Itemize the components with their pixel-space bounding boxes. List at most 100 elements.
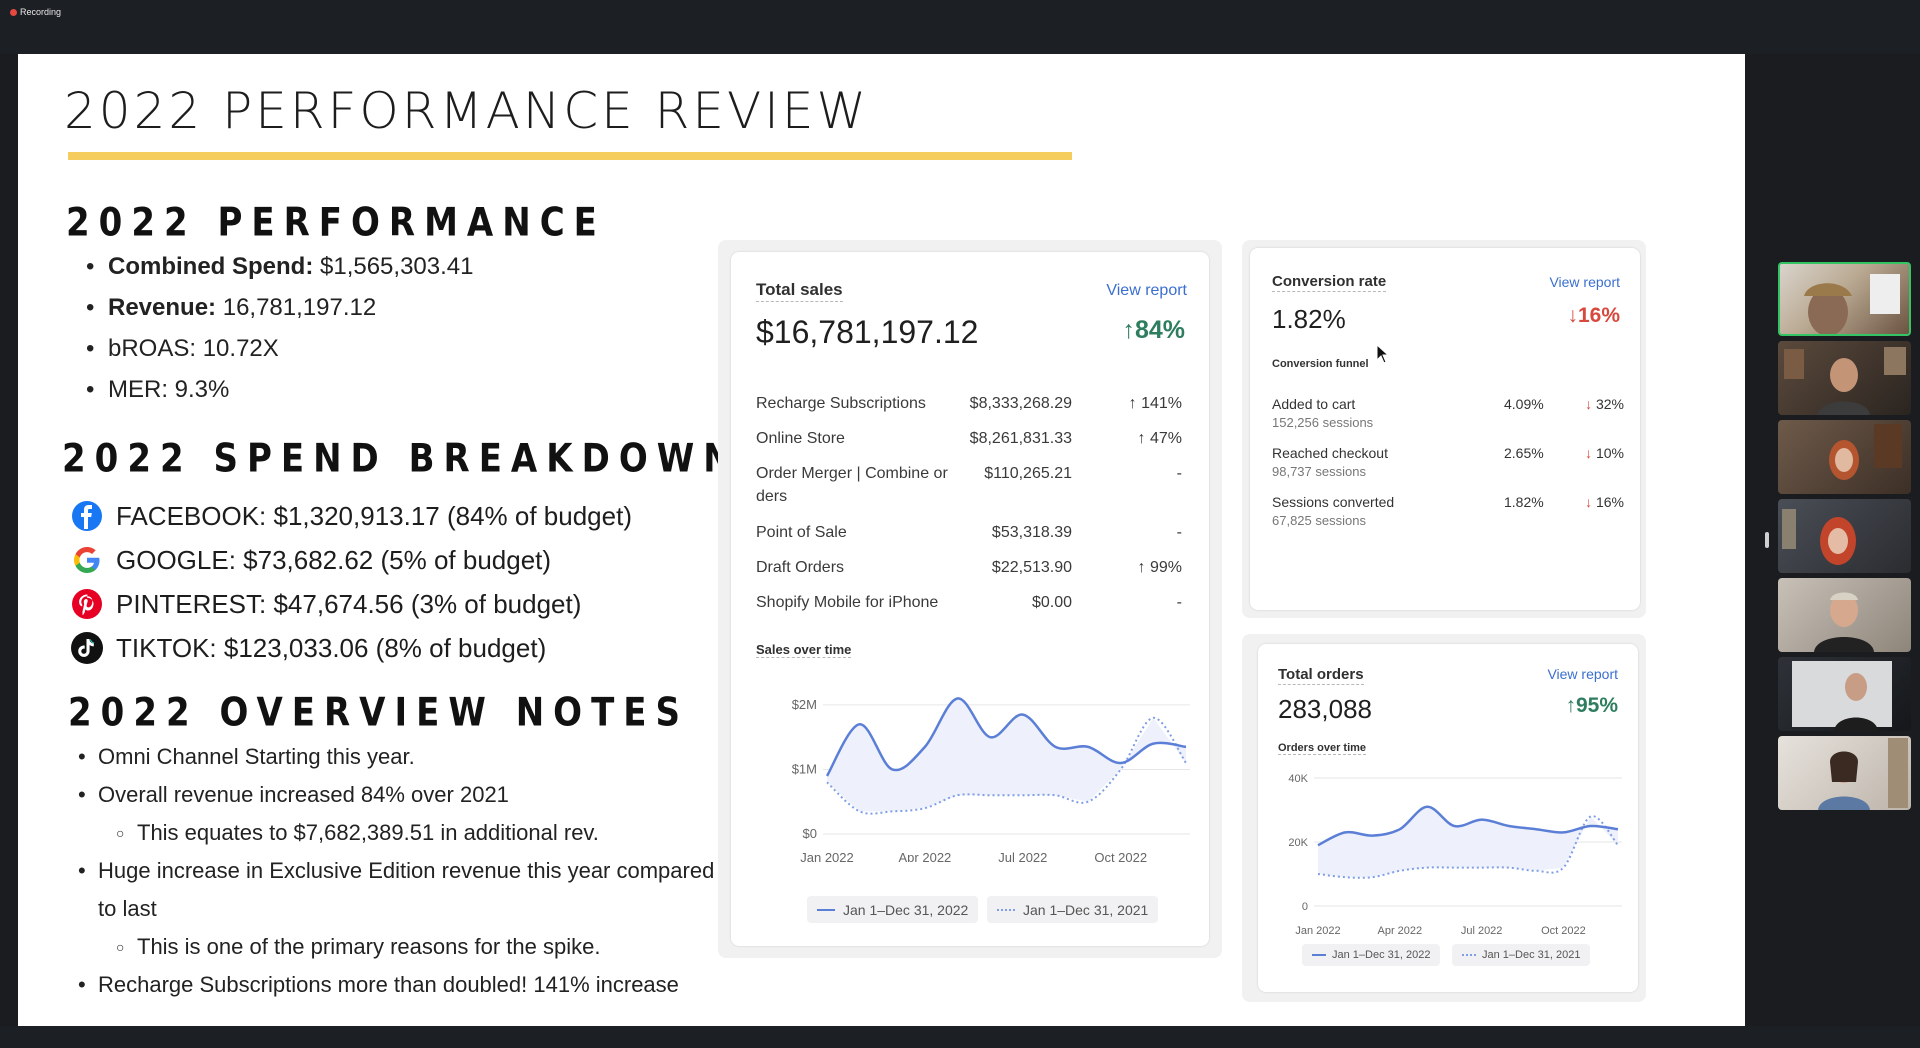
arrow-up-icon: ↑ xyxy=(1137,430,1150,447)
breakdown-name: Draft Orders xyxy=(756,559,845,576)
x-tick-label: Apr 2022 xyxy=(899,850,952,862)
breakdown-change: ↑ 47% xyxy=(1092,427,1182,450)
channel-text: GOOGLE: $73,682.62 (5% of budget) xyxy=(116,544,552,575)
area-fill xyxy=(1318,806,1618,878)
series-line-2022 xyxy=(1317,805,1619,847)
arrow-up-icon: ↑ xyxy=(1128,395,1142,412)
legend-2021[interactable]: Jan 1–Dec 31, 2021 xyxy=(987,896,1159,923)
series-line-2021 xyxy=(826,716,1187,815)
arrow-down-icon: ↓ xyxy=(1585,494,1596,510)
solid-line-icon xyxy=(1312,954,1326,956)
area-fill xyxy=(827,698,1186,812)
google-icon xyxy=(70,543,104,577)
channel-list: FACEBOOK: $1,320,913.17 (84% of budget) … xyxy=(70,494,632,670)
recording-indicator: Recording xyxy=(10,7,61,17)
arrow-up-icon: ↑ xyxy=(1122,316,1135,344)
spend-breakdown-heading: 2022 SPEND BREAKDOWN xyxy=(62,436,741,482)
y-tick-label: 20K xyxy=(1288,837,1308,849)
recording-label: Recording xyxy=(20,7,62,17)
participant-tile[interactable] xyxy=(1778,578,1911,652)
breakdown-name: Online Store xyxy=(756,430,845,447)
performance-item: bROAS: 10.72X xyxy=(86,328,473,369)
arrow-up-icon: ↑ xyxy=(1565,694,1576,717)
sales-over-time-label[interactable]: Sales over time xyxy=(756,642,852,658)
breakdown-row: Draft Orders $22,513.90 ↑ 99% xyxy=(756,556,1182,586)
breakdown-row: Shopify Mobile for iPhone $0.00 - xyxy=(756,591,1182,621)
breakdown-amount: $110,265.21 xyxy=(984,465,1072,482)
arrow-up-icon: ↑ xyxy=(1137,559,1150,576)
legend-2022[interactable]: Jan 1–Dec 31, 2022 xyxy=(1302,944,1441,966)
breakdown-name: Shopify Mobile for iPhone xyxy=(756,594,939,611)
conversion-funnel-label: Conversion funnel xyxy=(1272,358,1369,370)
arrow-down-icon: ↓ xyxy=(1567,304,1578,327)
total-sales-change-value: 84% xyxy=(1134,316,1185,344)
funnel-sessions: 98,737 sessions xyxy=(1272,464,1366,479)
breakdown-amount: $53,318.39 xyxy=(991,524,1072,541)
breakdown-amount: $8,333,268.29 xyxy=(969,395,1072,412)
performance-item-value: bROAS: 10.72X xyxy=(108,335,279,362)
conversion-change-value: 16% xyxy=(1577,304,1620,327)
funnel-pct: 4.09% xyxy=(1504,396,1544,412)
y-tick-label: 0 xyxy=(1302,901,1308,913)
breakdown-change-value: 141% xyxy=(1141,395,1182,412)
record-dot-icon xyxy=(10,8,17,16)
performance-heading: 2022 PERFORMANCE xyxy=(66,200,606,246)
breakdown-amount: $22,513.90 xyxy=(991,559,1072,576)
facebook-icon xyxy=(70,499,104,533)
breakdown-change: - xyxy=(1176,524,1182,541)
x-tick-label: Jan 2022 xyxy=(800,850,854,862)
y-tick-label: $0 xyxy=(803,826,817,841)
breakdown-name: Order Merger | Combine or ders xyxy=(756,465,948,505)
series-line-2022 xyxy=(825,697,1187,777)
legend-label: Jan 1–Dec 31, 2022 xyxy=(843,901,969,918)
participant-tile[interactable] xyxy=(1778,341,1911,415)
legend-label: Jan 1–Dec 31, 2021 xyxy=(1482,949,1581,961)
note-item: Recharge Subscriptions more than doubled… xyxy=(78,966,714,1004)
performance-item-value: 16,781,197.12 xyxy=(216,294,377,321)
panel-resize-handle[interactable] xyxy=(1765,532,1769,548)
breakdown-row: Order Merger | Combine or ders $110,265.2… xyxy=(756,462,1182,516)
participant-tile[interactable] xyxy=(1778,657,1911,731)
funnel-change-value: 16% xyxy=(1595,494,1624,510)
meeting-bottom-bar xyxy=(0,1026,1920,1048)
conversion-view-report-link[interactable]: View report xyxy=(1549,274,1620,290)
breakdown-change: ↑ 141% xyxy=(1092,392,1182,415)
legend-2022[interactable]: Jan 1–Dec 31, 2022 xyxy=(807,896,979,923)
breakdown-amount: $0.00 xyxy=(1031,594,1072,611)
breakdown-change: ↑ 99% xyxy=(1092,556,1182,579)
y-tick-label: $2M xyxy=(792,697,817,712)
note-item-continuation: to last xyxy=(98,896,157,921)
x-tick-label: Apr 2022 xyxy=(1377,925,1422,936)
total-sales-label[interactable]: Total sales xyxy=(756,280,843,302)
solid-line-icon xyxy=(817,908,835,911)
total-sales-view-report-link[interactable]: View report xyxy=(1106,282,1187,299)
x-tick-label: Oct 2022 xyxy=(1094,850,1147,862)
total-orders-label[interactable]: Total orders xyxy=(1278,666,1364,685)
total-sales-value: $16,781,197.12 xyxy=(756,314,979,350)
conversion-rate-card: Conversion rate View report 1.82% ↓16% C… xyxy=(1250,248,1640,610)
performance-item: Combined Spend: $1,565,303.41 xyxy=(86,246,473,287)
legend-2021[interactable]: Jan 1–Dec 31, 2021 xyxy=(1452,944,1591,966)
participant-tile[interactable] xyxy=(1778,499,1911,573)
x-tick-label: Jan 2022 xyxy=(1295,925,1340,936)
participant-tile-active-speaker[interactable] xyxy=(1778,262,1911,336)
orders-view-report-link[interactable]: View report xyxy=(1547,666,1618,682)
performance-list: Combined Spend: $1,565,303.41 Revenue: 1… xyxy=(86,246,473,410)
breakdown-name: Recharge Subscriptions xyxy=(756,395,926,412)
orders-over-time-label[interactable]: Orders over time xyxy=(1278,742,1367,755)
mouse-cursor-icon xyxy=(1376,344,1390,364)
x-tick-label: Oct 2022 xyxy=(1541,925,1586,936)
meeting-top-bar: Recording xyxy=(0,0,1920,54)
x-tick-label: Jul 2022 xyxy=(1461,925,1503,936)
funnel-sessions: 152,256 sessions xyxy=(1272,415,1374,430)
funnel-step-name: Added to cart xyxy=(1272,396,1356,412)
funnel-change: ↓ 16% xyxy=(1585,494,1624,510)
note-item: Huge increase in Exclusive Edition reven… xyxy=(78,852,714,890)
funnel-step-name: Sessions converted xyxy=(1272,494,1395,510)
arrow-down-icon: ↓ xyxy=(1585,445,1596,461)
performance-item-label: Revenue: xyxy=(108,294,217,321)
conversion-rate-label[interactable]: Conversion rate xyxy=(1272,273,1387,292)
participant-tile[interactable] xyxy=(1778,736,1911,810)
participant-tile[interactable] xyxy=(1778,420,1911,494)
total-orders-change: ↑95% xyxy=(1565,694,1618,718)
